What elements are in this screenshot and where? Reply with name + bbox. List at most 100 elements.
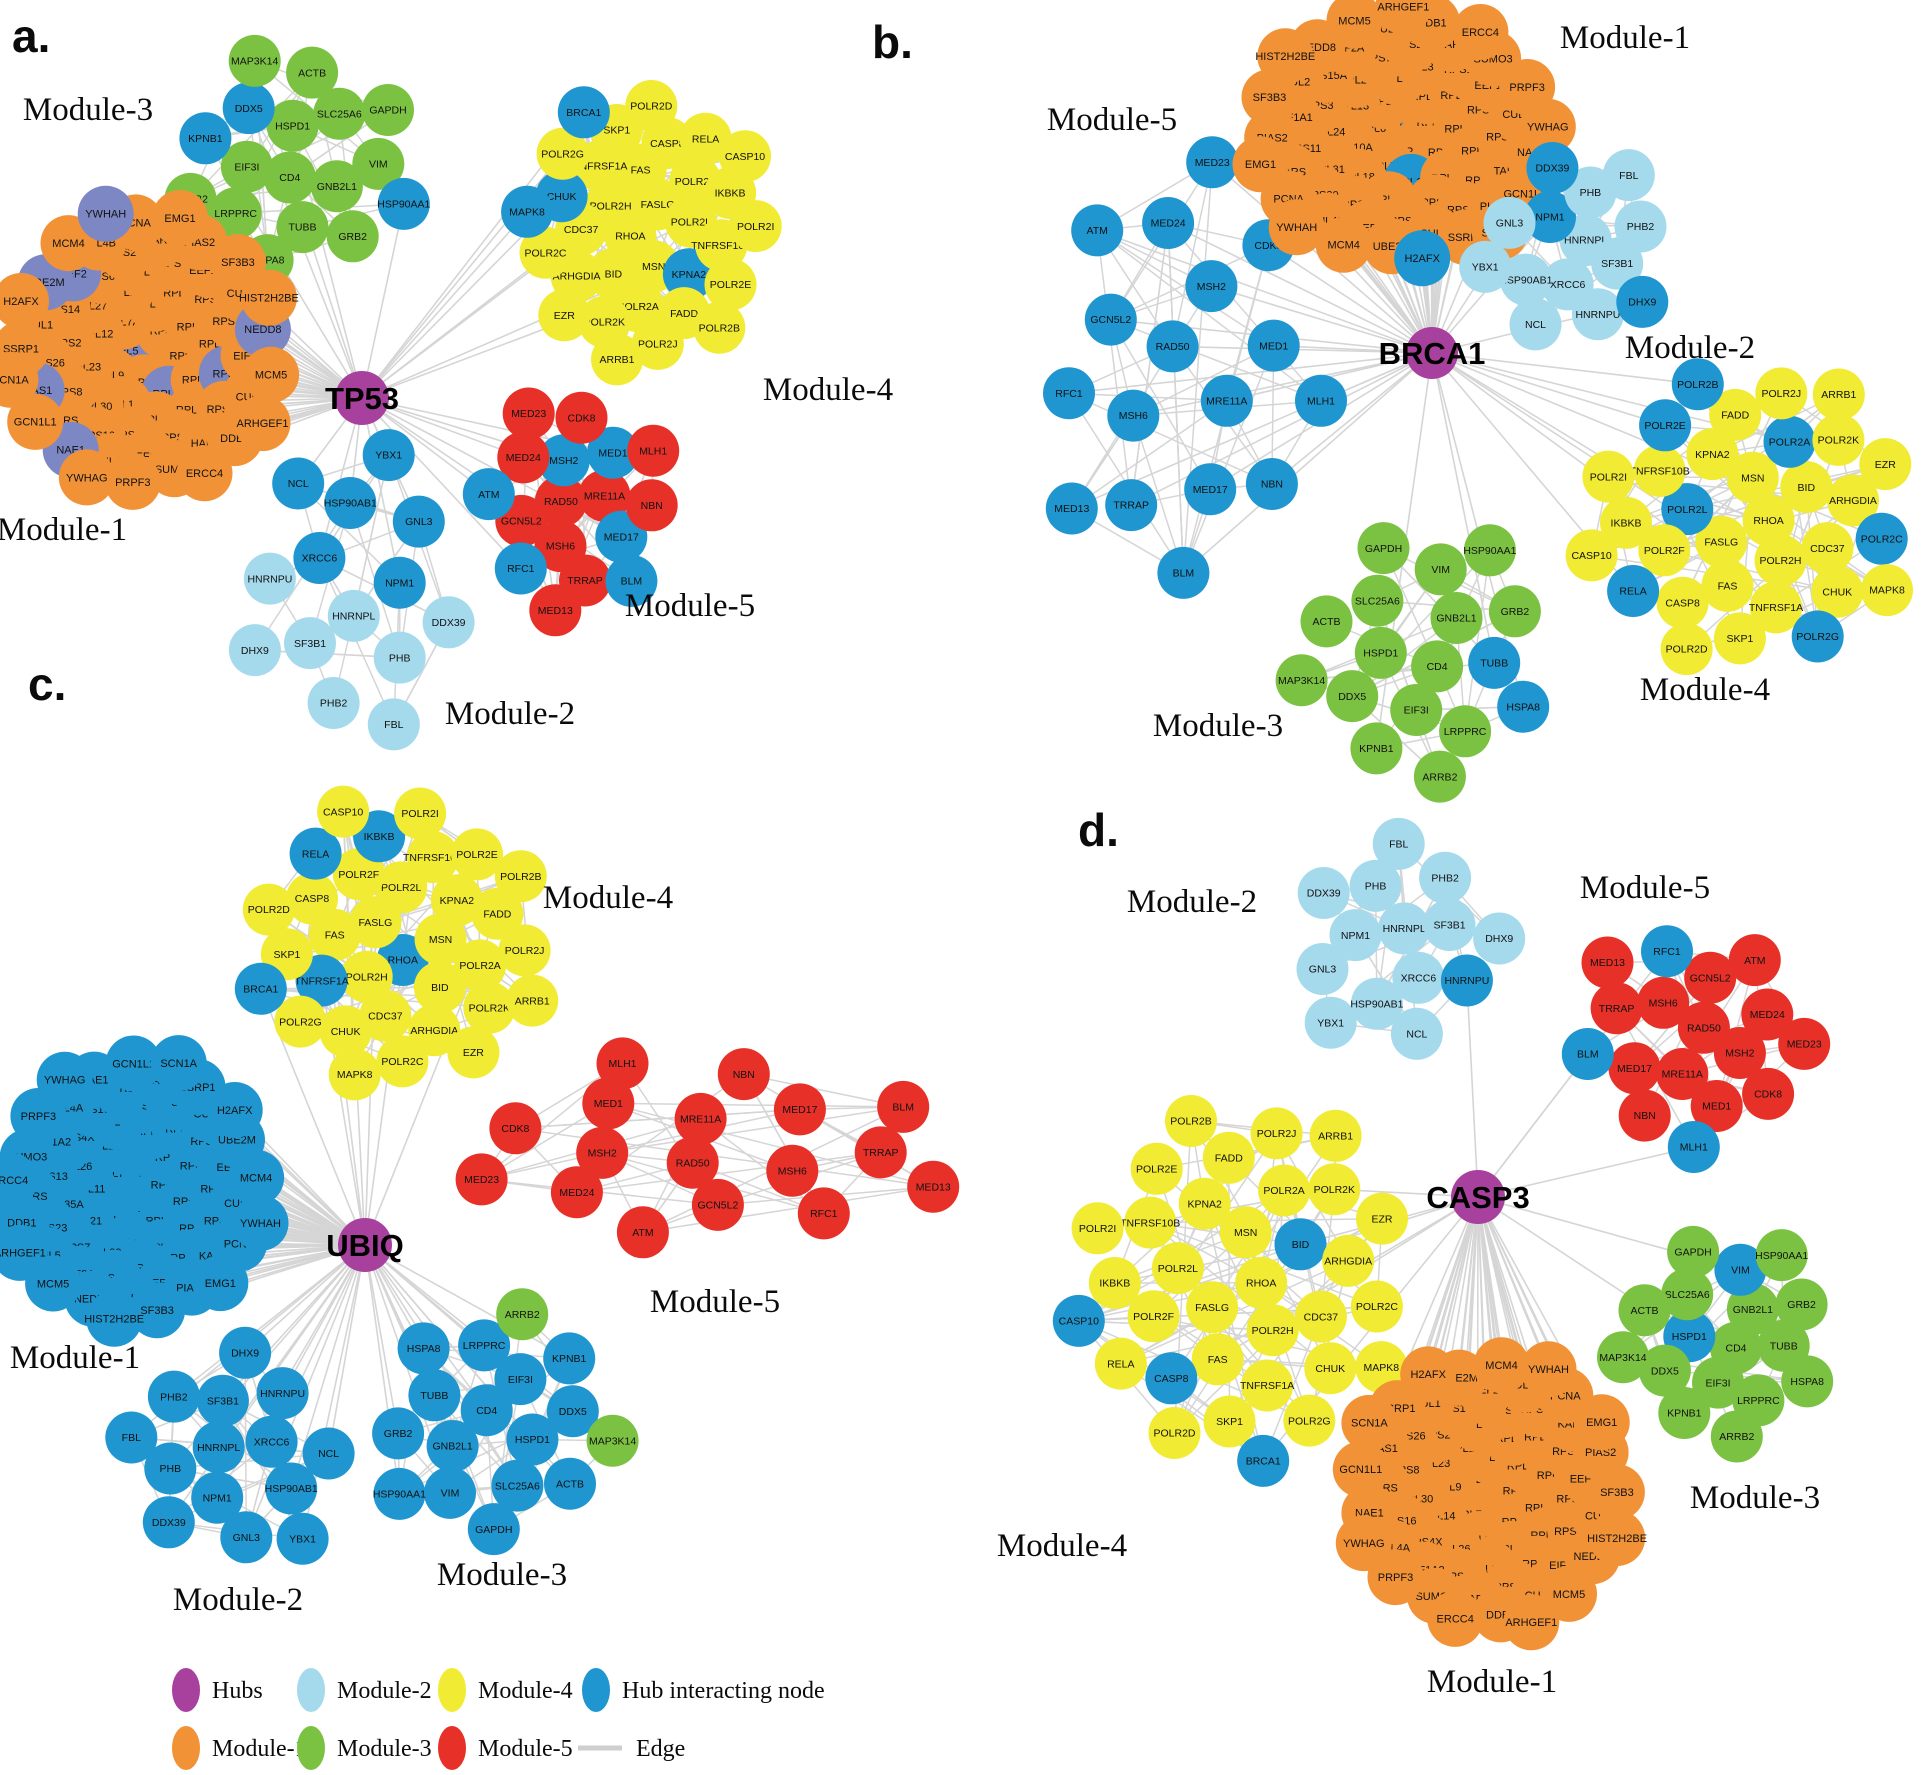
node-circle (596, 1037, 649, 1090)
node-label: FAS (1718, 581, 1738, 593)
node-NBN: NBN (1245, 458, 1298, 510)
node-circle (179, 112, 232, 165)
node-circle (502, 387, 555, 440)
node-label: YWHAG (1527, 122, 1569, 134)
node-ARRB1: ARRB1 (1309, 1109, 1362, 1162)
node-circle (1750, 581, 1802, 634)
node-circle (1186, 136, 1239, 189)
node-circle (719, 130, 771, 183)
node-circle (340, 950, 393, 1003)
node-POLR2D: POLR2D (625, 80, 678, 132)
node-label: MSN (1741, 472, 1764, 484)
node-BRCA1: BRCA1 (1237, 1434, 1290, 1487)
node-circle (1151, 1242, 1204, 1295)
node-HIST2H2BE: HIST2H2BE (84, 1290, 144, 1347)
hub-edge (1271, 352, 1433, 485)
module-caption: Module-3 (1153, 708, 1283, 744)
node-label: ATM (1744, 955, 1765, 967)
edge (353, 454, 390, 617)
node-label: MRE11A (584, 491, 625, 503)
node-CD4: CD4 (263, 151, 316, 204)
node-label: POLR2H (1759, 555, 1801, 567)
node-label: GCN5L2 (501, 516, 542, 528)
node-circle (1335, 1515, 1392, 1572)
node-label: H2AFX (1404, 253, 1440, 265)
node-label: MED23 (464, 1174, 499, 1186)
node-circle (1692, 1356, 1744, 1409)
node-label: POLR2C (524, 247, 566, 259)
node-EIF3I: EIF3I (1692, 1356, 1744, 1409)
node-label: CASP10 (1571, 550, 1611, 562)
node-label: ARHGEF1 (1377, 1, 1429, 13)
node-BID: BID (1274, 1218, 1327, 1271)
node-SLC25A6: SLC25A6 (491, 1459, 544, 1512)
node-MRE11A: MRE11A (1656, 1048, 1709, 1100)
node-circle (352, 137, 405, 190)
node-circle (1094, 1337, 1147, 1390)
hub-edge (1182, 352, 1433, 574)
node-label: CDC37 (564, 224, 599, 236)
node-label: TUBB (420, 1390, 448, 1402)
node-SLC25A6: SLC25A6 (1351, 574, 1404, 627)
node-label: VIM (1431, 564, 1450, 576)
node-label: ACTB (556, 1478, 584, 1490)
node-BLM: BLM (1157, 546, 1210, 599)
node-circle (534, 475, 587, 528)
node-label: MED24 (1750, 1009, 1785, 1021)
node-label: MED13 (538, 605, 573, 617)
node-label: SF3B1 (294, 638, 326, 650)
node-POLR2L: POLR2L (1151, 1242, 1204, 1295)
node-label: BID (1292, 1239, 1310, 1251)
node-label: MED13 (916, 1181, 951, 1193)
node-circle (0, 351, 39, 408)
node-YWHAH: YWHAH (232, 1195, 289, 1251)
node-label: CASP10 (1059, 1316, 1099, 1328)
node-circle (1671, 358, 1724, 411)
node-label: GCN1L1 (14, 417, 57, 429)
node-circle (408, 1004, 461, 1057)
node-circle (228, 1149, 285, 1206)
node-SCN1A: SCN1A (150, 1035, 207, 1092)
edge (1096, 230, 1132, 506)
legend-label: Module-5 (478, 1736, 573, 1762)
legend-label: Edge (636, 1736, 685, 1762)
node-POLR2A: POLR2A (1258, 1164, 1311, 1217)
node-GRB2: GRB2 (372, 1407, 425, 1460)
node-circle (1071, 204, 1124, 257)
node-label: RAD50 (1156, 341, 1190, 353)
node-label: MRE11A (1662, 1069, 1703, 1081)
node-ARHGEF1: ARHGEF1 (234, 395, 291, 452)
node-label: RHOA (1753, 515, 1783, 527)
node-label: HSP90AB1 (1499, 274, 1552, 286)
node-DDX39: DDX39 (422, 596, 475, 649)
node-circle (717, 1048, 770, 1101)
node-circle (1258, 1164, 1311, 1217)
node-IKBKB: IKBKB (1088, 1257, 1141, 1309)
node-label: ARRB2 (1422, 771, 1457, 783)
node-label: POLR2K (584, 317, 625, 329)
hub-UBIQ: UBIQ (326, 1218, 404, 1272)
node-POLR2G: POLR2G (1791, 610, 1844, 663)
node-label: SLC25A6 (495, 1480, 540, 1492)
node-XRCC6: XRCC6 (1392, 951, 1445, 1004)
edge (743, 1073, 825, 1214)
node-label: POLR2J (505, 945, 545, 957)
node-circle (307, 677, 360, 729)
node-MED24: MED24 (1741, 988, 1794, 1041)
node-KPNB1: KPNB1 (1350, 722, 1403, 775)
node-label: YBX1 (1472, 262, 1499, 274)
node-label: DDX39 (432, 617, 466, 629)
node-ARHGEF1: ARHGEF1 (1375, 0, 1432, 35)
node-label: HSPA8 (1790, 1376, 1824, 1388)
node-label: PRPF3 (21, 1111, 56, 1123)
node-POLR2H: POLR2H (340, 950, 393, 1003)
node-label: RPS20 (107, 247, 142, 259)
node-circle (582, 1077, 635, 1130)
node-POLR2B: POLR2B (1165, 1095, 1217, 1147)
edge (1120, 1282, 1262, 1365)
node-HSPA8: HSPA8 (1497, 680, 1550, 733)
node-RAD50: RAD50 (534, 475, 587, 528)
node-circle (1439, 705, 1492, 758)
node-label: NBN (1261, 479, 1283, 491)
node-FAS: FAS (1701, 559, 1754, 612)
